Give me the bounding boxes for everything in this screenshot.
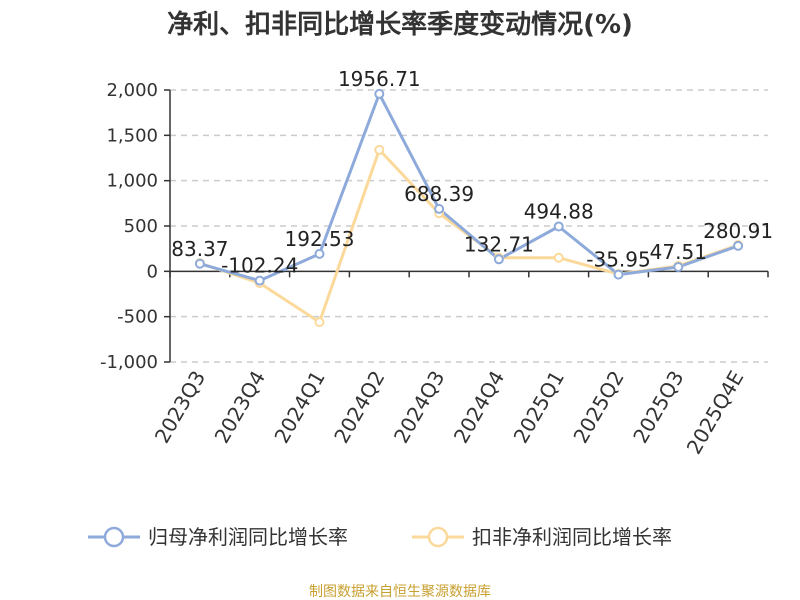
data-point[interactable] xyxy=(314,248,325,259)
x-tick-label: 2024Q4 xyxy=(449,367,509,448)
chart-title: 净利、扣非同比增长率季度变动情况(%) xyxy=(167,9,633,40)
legend[interactable]: 归母净利润同比增长率 扣非净利润同比增长率 xyxy=(88,525,672,549)
data-points xyxy=(194,88,744,328)
data-point[interactable] xyxy=(733,240,744,251)
data-label: 132.71 xyxy=(464,232,534,256)
legend-item-0[interactable]: 归母净利润同比增长率 xyxy=(88,525,348,549)
data-point[interactable] xyxy=(553,252,564,263)
series-lines xyxy=(199,92,739,324)
data-point[interactable] xyxy=(194,258,205,269)
data-point[interactable] xyxy=(374,88,385,99)
legend-marker-icon xyxy=(427,526,449,548)
x-tick-label: 2023Q4 xyxy=(210,367,270,448)
x-tick-label: 2025Q4E xyxy=(682,367,749,459)
data-label: 688.39 xyxy=(404,182,474,206)
y-tick-label: 500 xyxy=(124,216,158,237)
data-point[interactable] xyxy=(374,144,385,155)
x-tick-label: 2025Q1 xyxy=(509,367,569,448)
data-point[interactable] xyxy=(553,221,564,232)
grid-lines xyxy=(170,89,768,363)
data-label: 494.88 xyxy=(524,199,594,223)
legend-marker-icon xyxy=(103,526,125,548)
data-label: 280.91 xyxy=(703,219,773,243)
source-note: 制图数据来自恒生聚源数据库 xyxy=(309,584,491,600)
legend-item-1[interactable]: 扣非净利润同比增长率 xyxy=(412,525,672,549)
y-tick-label: 1,500 xyxy=(106,125,158,146)
data-label: 192.53 xyxy=(285,227,355,251)
x-tick-label: 2024Q3 xyxy=(389,366,449,447)
data-point[interactable] xyxy=(493,254,504,265)
x-tick-label: 2023Q3 xyxy=(150,367,210,448)
data-point[interactable] xyxy=(314,317,325,328)
data-labels: 83.37-102.24 192.53 1956.71 688.39 132.71 494… xyxy=(171,67,773,278)
y-tick-label: 0 xyxy=(147,261,158,282)
data-point[interactable] xyxy=(254,275,265,286)
y-tick-label: -500 xyxy=(117,307,158,328)
x-tick-label: 2024Q1 xyxy=(269,367,329,448)
x-tick-label: 2024Q2 xyxy=(329,367,389,448)
data-point[interactable] xyxy=(434,203,445,214)
data-label: 83.37 xyxy=(171,237,228,261)
data-label: -102.24 xyxy=(221,254,298,278)
y-tick-label: 1,000 xyxy=(106,171,158,192)
data-point[interactable] xyxy=(613,269,624,280)
data-label: 47.51 xyxy=(650,240,707,264)
data-label: 1956.71 xyxy=(338,67,421,91)
y-tick-label: -1,000 xyxy=(100,352,158,373)
x-tick-label: 2025Q3 xyxy=(628,367,688,448)
legend-label: 扣非净利润同比增长率 xyxy=(472,525,672,549)
x-tick-label: 2025Q2 xyxy=(568,367,628,448)
legend-label: 归母净利润同比增长率 xyxy=(148,525,348,549)
series-line-0 xyxy=(199,92,739,283)
y-tick-label: 2,000 xyxy=(106,80,158,101)
data-label: -35.95 xyxy=(586,248,650,272)
data-point[interactable] xyxy=(673,262,684,273)
